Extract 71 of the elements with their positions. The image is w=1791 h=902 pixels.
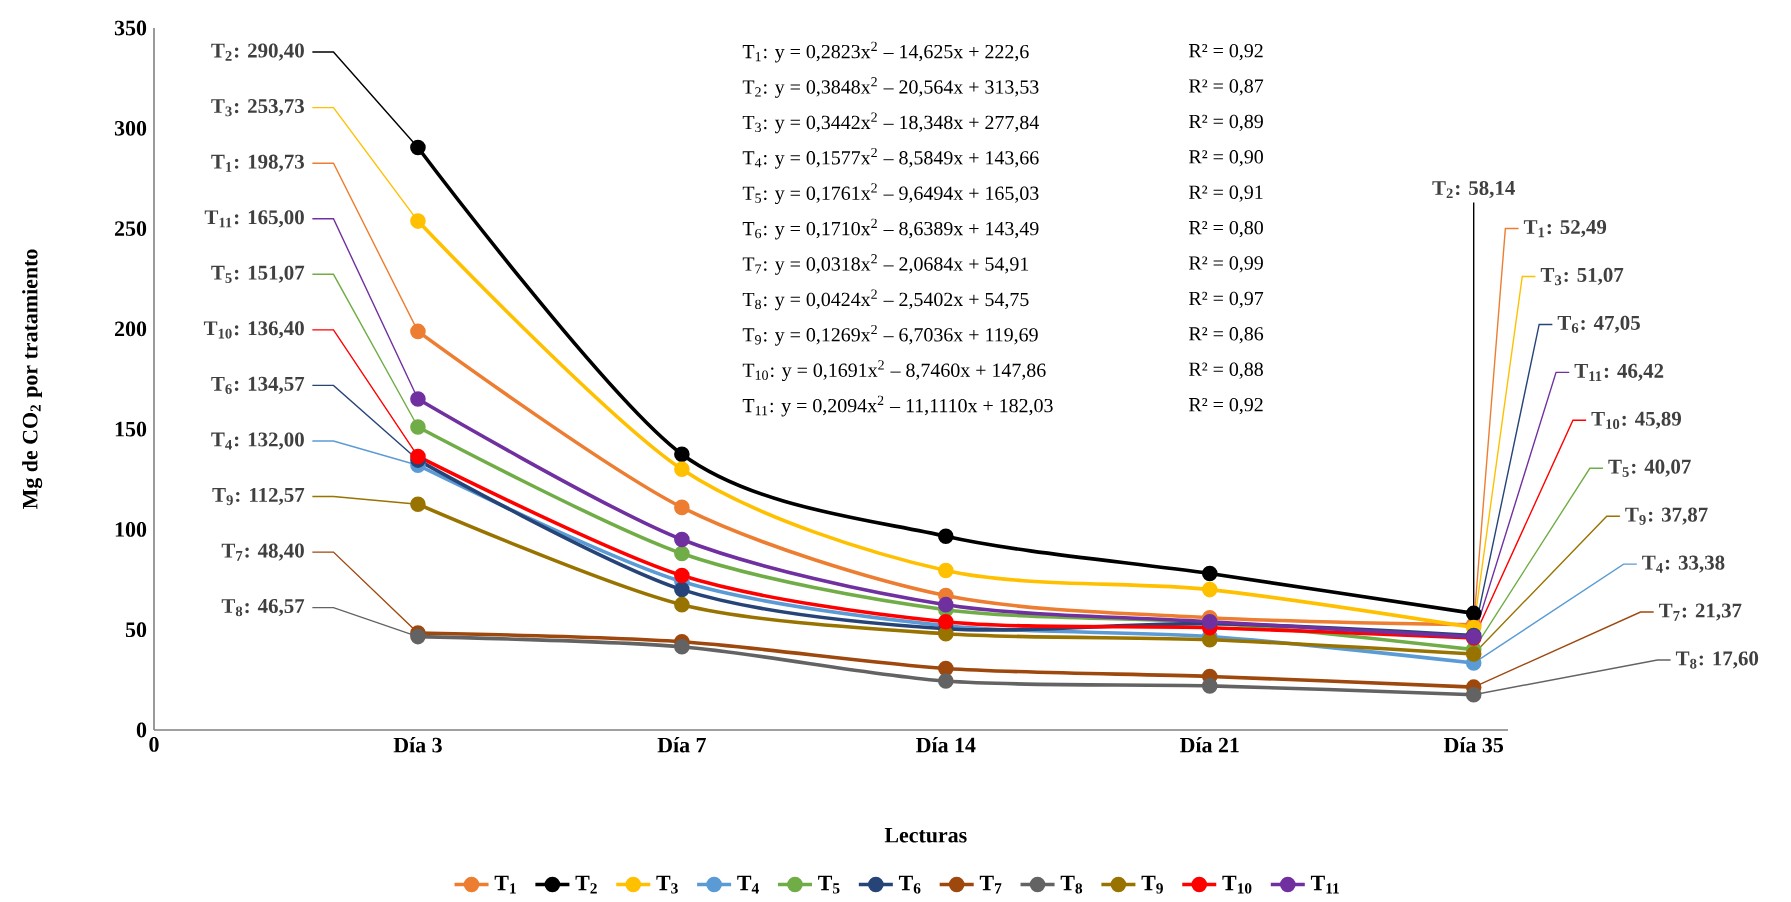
annotation: R² = 0,99 (1188, 256, 1263, 273)
data-label: T$_{10}$: 136,40 (203, 321, 304, 339)
data-label: T$_{5}$: 151,07 (211, 265, 305, 283)
legend-label: T$_{7}$ (979, 875, 1002, 894)
data-label: T$_{8}$: 17,60 (1675, 651, 1759, 669)
data-label: T$_{2}$: 58,14 (1432, 180, 1515, 199)
y-tick-label: 50 (125, 622, 147, 638)
data-label: T$_{1}$: 52,49 (1523, 220, 1607, 238)
annotation: T$_{5}$: y = 0,1761x$^{2}$ – 9,6494x + 165,03 (742, 183, 1039, 205)
x-axis-title: Lecturas (884, 828, 967, 843)
annotation: T$_{2}$: y = 0,3848x$^{2}$ – 20,564x + 313,53 (742, 77, 1039, 98)
legend-label: T$_{11}$ (1310, 875, 1339, 894)
x-tick-label: Día 3 (393, 737, 442, 753)
annotation: R² = 0,90 (1188, 150, 1263, 167)
annotation: T$_{1}$: y = 0,2823x$^{2}$ – 14,625x + 222,6 (742, 41, 1029, 63)
y-tick-label: 250 (114, 221, 147, 236)
x-tick-label: 0 (149, 737, 159, 752)
data-label: T$_{5}$: 40,07 (1608, 459, 1691, 477)
data-label: T$_{9}$: 37,87 (1625, 507, 1708, 525)
annotation: T$_{11}$: y = 0,2094x$^{2}$ – 11,1110x + 182,03 (742, 395, 1053, 417)
annotation: R² = 0,92 (1188, 43, 1263, 61)
data-label: T$_{9}$: 112,57 (212, 487, 305, 506)
data-label: T$_{7}$: 48,40 (221, 543, 304, 561)
annotation: T$_{4}$: y = 0,1577x$^{2}$ – 8,5849x + 143,66 (742, 147, 1039, 169)
y-tick-label: 350 (114, 20, 147, 36)
y-tick-label: 300 (114, 120, 147, 136)
legend-label: T$_{1}$ (494, 875, 516, 894)
annotation: R² = 0,87 (1188, 79, 1264, 96)
annotation: T$_{8}$: y = 0,0424x$^{2}$ – 2,5402x + 54,75 (742, 289, 1029, 311)
annotation: T$_{10}$: y = 0,1691x$^{2}$ – 8,7460x + 147,86 (742, 360, 1046, 382)
legend-label: T$_{10}$ (1222, 875, 1252, 894)
y-tick-label: 150 (115, 421, 147, 437)
y-tick-label: 0 (136, 722, 147, 738)
data-label: T$_{7}$: 21,37 (1659, 603, 1742, 621)
annotation: R² = 0,80 (1188, 220, 1263, 238)
annotation: R² = 0,97 (1188, 291, 1264, 309)
data-label: T$_{10}$: 45,89 (1591, 411, 1681, 429)
x-tick-label: Día 7 (657, 737, 706, 753)
annotation: R² = 0,88 (1188, 362, 1263, 379)
data-label: T$_{2}$: 290,40 (211, 43, 304, 61)
legend-label: T$_{2}$ (575, 875, 597, 894)
annotation: R² = 0,91 (1188, 185, 1263, 202)
annotation: R² = 0,92 (1188, 397, 1263, 415)
annotation: R² = 0,86 (1188, 327, 1264, 344)
x-tick-label: Día 14 (916, 737, 976, 753)
annotation: T$_{6}$: y = 0,1710x$^{2}$ – 8,6389x + 143,49 (742, 218, 1039, 240)
data-label: T$_{4}$: 33,38 (1642, 555, 1725, 573)
legend-label: T$_{4}$ (737, 875, 759, 894)
data-label: T$_{11}$: 46,42 (1574, 363, 1664, 381)
data-label: T$_{6}$: 47,05 (1557, 315, 1640, 334)
legend-label: T$_{6}$ (898, 875, 921, 894)
data-label: T$_{3}$: 51,07 (1540, 267, 1624, 286)
legend-label: T$_{8}$ (1060, 875, 1083, 894)
annotation: T$_{7}$: y = 0,0318x$^{2}$ – 2,0684x + 54,91 (742, 254, 1029, 275)
x-tick-label: Día 35 (1443, 737, 1504, 753)
data-label: T$_{1}$: 198,73 (211, 154, 304, 172)
annotation: T$_{3}$: y = 0,3442x$^{2}$ – 18,348x + 277,84 (742, 112, 1039, 134)
data-label: T$_{3}$: 253,73 (211, 99, 304, 117)
data-label: T$_{11}$: 165,00 (204, 210, 304, 228)
data-label: T$_{4}$: 132,00 (211, 432, 304, 450)
annotation: R² = 0,89 (1188, 114, 1263, 132)
legend-label: T$_{5}$ (818, 875, 840, 894)
legend-label: T$_{3}$ (656, 875, 678, 894)
y-tick-label: 100 (115, 522, 147, 537)
y-tick-label: 200 (114, 321, 147, 337)
annotation: T$_{9}$: y = 0,1269x$^{2}$ – 6,7036x + 119,69 (742, 324, 1038, 346)
data-label: T$_{6}$: 134,57 (211, 376, 305, 395)
legend-label: T$_{9}$ (1141, 875, 1163, 894)
data-label: T$_{8}$: 46,57 (221, 599, 305, 617)
x-tick-label: Día 21 (1179, 737, 1239, 753)
y-axis-title: Mg de CO$_{2}$ por tratamiento (22, 249, 43, 509)
